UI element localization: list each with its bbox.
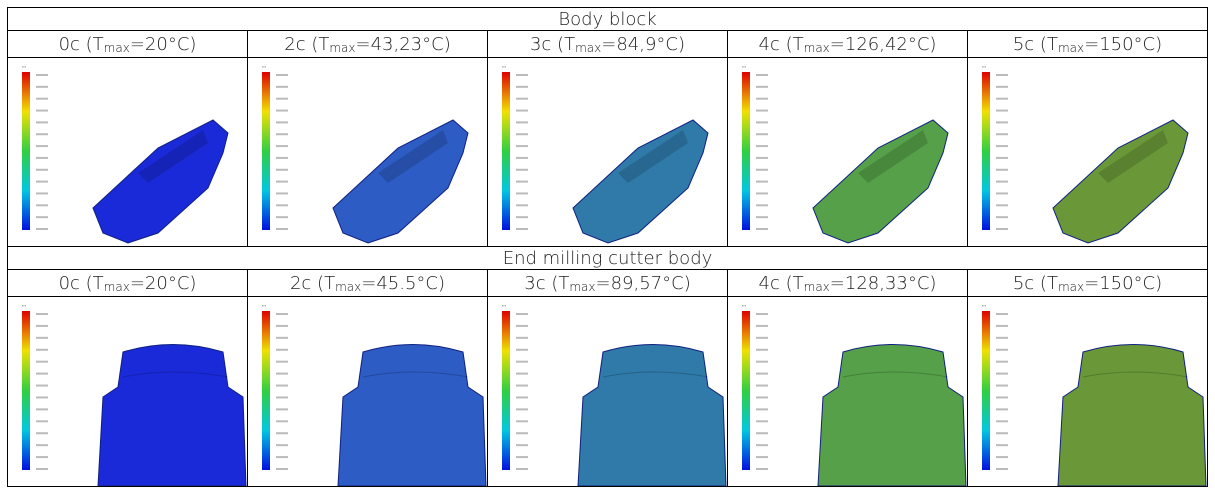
label-suffix: =20°C) [130, 34, 197, 55]
svg-text:▪▪▪: ▪▪▪ [502, 64, 507, 69]
label-prefix: 3c (T [524, 273, 569, 294]
simulation-image: ▪▪▪ [968, 58, 1208, 246]
label-sub: max [804, 41, 830, 55]
svg-text:▪▪▪: ▪▪▪ [502, 303, 507, 308]
label-prefix: 4c (T [759, 273, 804, 294]
label-suffix: =43,23°C) [356, 34, 451, 55]
label-sub: max [804, 280, 830, 294]
image-cell: ▪▪▪ [8, 297, 248, 487]
svg-text:▪▪▪: ▪▪▪ [742, 64, 747, 69]
label-suffix: =45.5°C) [361, 273, 445, 294]
image-cell: ▪▪▪ [488, 58, 728, 247]
label-prefix: 2c (T [290, 273, 335, 294]
label-sub: max [569, 280, 595, 294]
image-cell: ▪▪▪ [968, 297, 1208, 487]
image-cell: ▪▪▪ [968, 58, 1208, 247]
simulation-image: ▪▪▪ [8, 297, 248, 486]
cell-label: 3c (Tmax=89,57°C) [488, 270, 728, 297]
label-sub: max [1058, 41, 1084, 55]
simulation-image: ▪▪▪ [488, 58, 728, 246]
cell-label: 5c (Tmax=150°C) [968, 31, 1208, 58]
label-row: 0c (Tmax=20°C)2c (Tmax=45.5°C)3c (Tmax=8… [8, 270, 1208, 297]
cell-label: 5c (Tmax=150°C) [968, 270, 1208, 297]
cell-label: 3c (Tmax=84,9°C) [488, 31, 728, 58]
image-cell: ▪▪▪ [8, 58, 248, 247]
label-prefix: 5c (T [1013, 34, 1058, 55]
label-prefix: 2c (T [284, 34, 329, 55]
label-prefix: 0c (T [59, 34, 104, 55]
svg-text:▪▪▪: ▪▪▪ [22, 303, 27, 308]
simulation-image: ▪▪▪ [728, 297, 968, 486]
label-sub: max [1058, 280, 1084, 294]
image-cell: ▪▪▪ [248, 297, 488, 487]
image-row: ▪▪▪ ▪▪▪ ▪▪▪ ▪▪▪ ▪▪▪ [8, 297, 1208, 487]
svg-text:▪▪▪: ▪▪▪ [262, 64, 267, 69]
label-suffix: =150°C) [1084, 273, 1162, 294]
label-prefix: 4c (T [759, 34, 804, 55]
label-suffix: =128,33°C) [830, 273, 937, 294]
svg-text:▪▪▪: ▪▪▪ [982, 64, 987, 69]
label-sub: max [329, 41, 355, 55]
simulation-image: ▪▪▪ [488, 297, 728, 486]
label-prefix: 3c (T [530, 34, 575, 55]
cell-label: 2c (Tmax=45.5°C) [248, 270, 488, 297]
label-sub: max [335, 280, 361, 294]
label-prefix: 0c (T [59, 273, 104, 294]
simulation-image: ▪▪▪ [8, 58, 248, 246]
label-suffix: =89,57°C) [596, 273, 691, 294]
simulation-image: ▪▪▪ [248, 58, 488, 246]
label-sub: max [104, 41, 130, 55]
label-sub: max [104, 280, 130, 294]
image-cell: ▪▪▪ [728, 297, 968, 487]
label-suffix: =126,42°C) [830, 34, 937, 55]
cell-label: 4c (Tmax=126,42°C) [728, 31, 968, 58]
label-suffix: =84,9°C) [601, 34, 685, 55]
cell-label: 0c (Tmax=20°C) [8, 31, 248, 58]
cell-label: 2c (Tmax=43,23°C) [248, 31, 488, 58]
label-suffix: =150°C) [1084, 34, 1162, 55]
image-cell: ▪▪▪ [488, 297, 728, 487]
simulation-image: ▪▪▪ [248, 297, 488, 486]
label-row: 0c (Tmax=20°C)2c (Tmax=43,23°C)3c (Tmax=… [8, 31, 1208, 58]
simulation-image: ▪▪▪ [968, 297, 1208, 486]
svg-text:▪▪▪: ▪▪▪ [742, 303, 747, 308]
label-sub: max [575, 41, 601, 55]
title-row: Body block [8, 8, 1208, 31]
svg-text:▪▪▪: ▪▪▪ [22, 64, 27, 69]
svg-text:▪▪▪: ▪▪▪ [262, 303, 267, 308]
image-cell: ▪▪▪ [728, 58, 968, 247]
label-prefix: 5c (T [1013, 273, 1058, 294]
section-title: Body block [8, 8, 1208, 31]
svg-text:▪▪▪: ▪▪▪ [982, 303, 987, 308]
image-row: ▪▪▪ ▪▪▪ ▪▪▪ ▪▪▪ ▪▪▪ [8, 58, 1208, 247]
cell-label: 4c (Tmax=128,33°C) [728, 270, 968, 297]
label-suffix: =20°C) [130, 273, 197, 294]
section-title: End milling cutter body [8, 247, 1208, 270]
simulation-image: ▪▪▪ [728, 58, 968, 246]
cell-label: 0c (Tmax=20°C) [8, 270, 248, 297]
image-cell: ▪▪▪ [248, 58, 488, 247]
title-row: End milling cutter body [8, 247, 1208, 270]
